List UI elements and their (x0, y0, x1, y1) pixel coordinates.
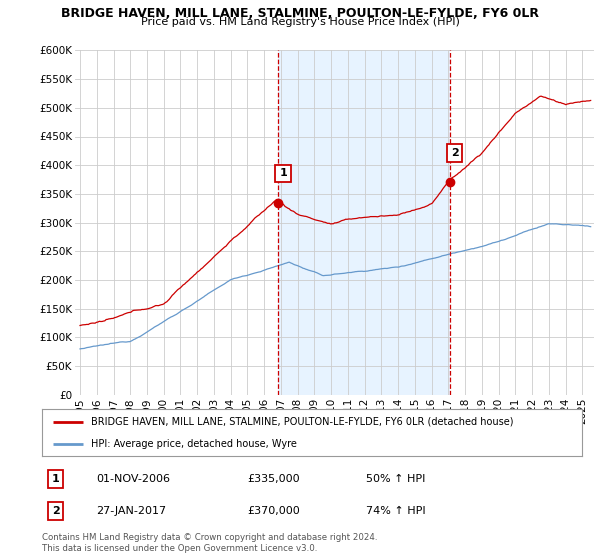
Text: 1: 1 (279, 169, 287, 179)
Text: 50% ↑ HPI: 50% ↑ HPI (366, 474, 425, 484)
Text: 2: 2 (52, 506, 59, 516)
Text: BRIDGE HAVEN, MILL LANE, STALMINE, POULTON-LE-FYLDE, FY6 0LR: BRIDGE HAVEN, MILL LANE, STALMINE, POULT… (61, 7, 539, 20)
Text: 1: 1 (52, 474, 59, 484)
Text: 27-JAN-2017: 27-JAN-2017 (96, 506, 166, 516)
Text: BRIDGE HAVEN, MILL LANE, STALMINE, POULTON-LE-FYLDE, FY6 0LR (detached house): BRIDGE HAVEN, MILL LANE, STALMINE, POULT… (91, 417, 513, 427)
Text: 74% ↑ HPI: 74% ↑ HPI (366, 506, 425, 516)
Text: £335,000: £335,000 (247, 474, 300, 484)
Text: 2: 2 (451, 148, 458, 158)
Text: Price paid vs. HM Land Registry's House Price Index (HPI): Price paid vs. HM Land Registry's House … (140, 17, 460, 27)
Text: HPI: Average price, detached house, Wyre: HPI: Average price, detached house, Wyre (91, 438, 296, 449)
Bar (278, 50, 449, 395)
Text: £370,000: £370,000 (247, 506, 300, 516)
Text: Contains HM Land Registry data © Crown copyright and database right 2024.
This d: Contains HM Land Registry data © Crown c… (42, 533, 377, 553)
Text: 01-NOV-2006: 01-NOV-2006 (96, 474, 170, 484)
